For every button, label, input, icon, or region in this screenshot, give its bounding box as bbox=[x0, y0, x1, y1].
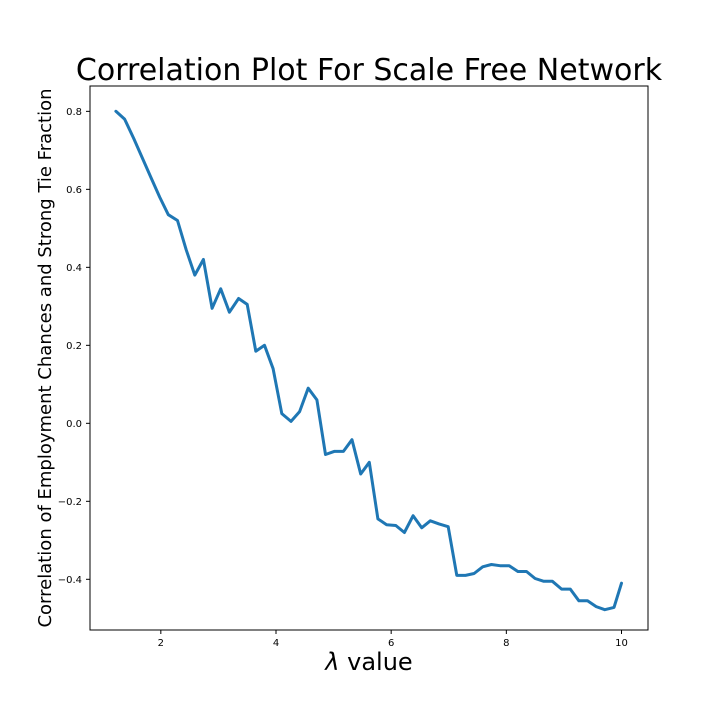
x-tick-label: 10 bbox=[615, 638, 628, 649]
y-tick-label: −0.2 bbox=[58, 497, 82, 508]
plot-frame bbox=[89, 85, 649, 631]
y-tick-label: −0.4 bbox=[58, 575, 82, 586]
y-tick-label: 0.4 bbox=[66, 263, 82, 274]
y-axis-label: Correlation of Employment Chances and St… bbox=[35, 88, 56, 627]
x-tick-label: 4 bbox=[273, 638, 279, 649]
x-tick-label: 8 bbox=[503, 638, 509, 649]
x-axis-label: λ value bbox=[323, 648, 412, 676]
plot-area: 2 4 6 8 10 −0.4 −0.2 0.0 0.2 0.4 0.6 0.8 bbox=[58, 85, 649, 649]
series-line bbox=[114, 109, 623, 612]
y-tick-label: 0.0 bbox=[66, 419, 82, 430]
x-tick-label: 6 bbox=[388, 638, 394, 649]
chart-title: Correlation Plot For Scale Free Network bbox=[76, 53, 663, 88]
x-axis-label-symbol: λ bbox=[323, 648, 339, 676]
x-tick-label: 2 bbox=[158, 638, 164, 649]
y-tick-label: 0.2 bbox=[66, 341, 82, 352]
data-layer bbox=[114, 109, 623, 612]
x-axis-label-text: value bbox=[340, 648, 413, 676]
y-tick-label: 0.8 bbox=[66, 107, 82, 118]
y-tick-label: 0.6 bbox=[66, 185, 82, 196]
